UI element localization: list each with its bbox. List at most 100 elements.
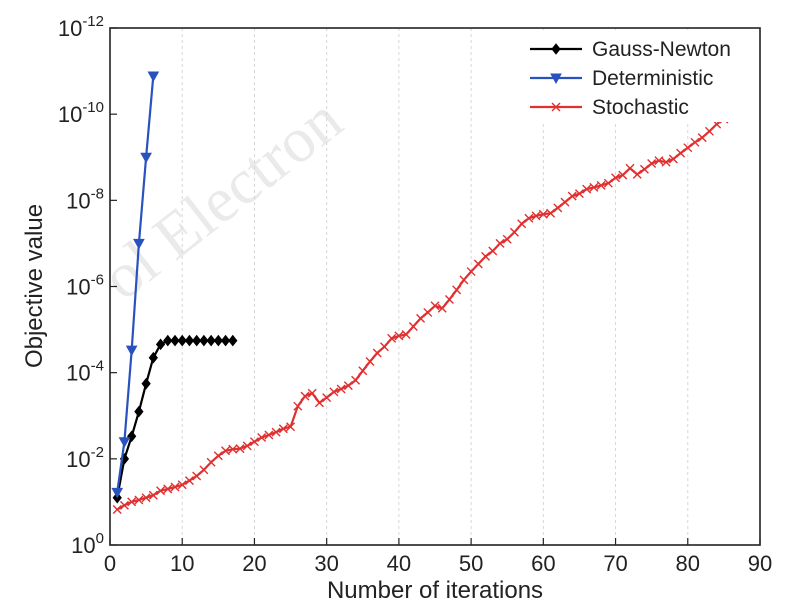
data-point <box>343 381 353 391</box>
data-point <box>307 388 317 398</box>
x-tick-label: 30 <box>314 551 338 576</box>
y-tick-label: 10-2 <box>66 444 104 472</box>
data-point-stroke <box>228 444 238 454</box>
data-point <box>213 334 223 347</box>
data-point-stroke <box>488 246 498 256</box>
x-tick-label: 90 <box>748 551 772 576</box>
data-point-stroke <box>452 285 462 295</box>
series-layer <box>111 71 736 514</box>
data-point-stroke <box>704 126 714 136</box>
data-point <box>401 329 411 339</box>
data-point <box>293 401 303 411</box>
data-point <box>192 334 202 347</box>
data-point-stroke <box>221 446 231 456</box>
data-point <box>264 430 274 440</box>
data-point-stroke <box>690 137 700 147</box>
data-point <box>336 384 346 394</box>
data-point-stroke <box>524 213 534 223</box>
x-tick-labels: 0 10 20 30 40 50 60 70 80 90 <box>104 538 772 576</box>
data-point-stroke <box>242 441 252 451</box>
x-tick-label: 0 <box>104 551 116 576</box>
data-point-stroke <box>567 191 577 201</box>
data-point-stroke <box>379 342 389 352</box>
data-point <box>278 424 288 434</box>
x-tick-label: 10 <box>170 551 194 576</box>
series-stochastic <box>112 109 736 514</box>
x-tick-label: 70 <box>603 551 627 576</box>
data-point-stroke <box>271 427 281 437</box>
data-point <box>589 182 599 192</box>
data-point-stroke <box>509 227 519 237</box>
data-point <box>322 393 332 403</box>
data-point <box>134 405 144 418</box>
data-point <box>141 493 151 503</box>
data-point-stroke <box>618 170 628 180</box>
data-point-stroke <box>307 388 317 398</box>
data-point-stroke <box>437 303 447 313</box>
data-point-stroke <box>249 437 259 447</box>
data-point <box>538 209 548 219</box>
y-tick-label: 10-10 <box>58 99 104 127</box>
data-point <box>574 189 584 199</box>
data-point-stroke <box>329 387 339 397</box>
data-point-stroke <box>134 495 144 505</box>
y-tick-labels: 100 10-2 10-4 10-6 10-8 10-10 10-12 <box>58 13 117 558</box>
data-point-stroke <box>611 173 621 183</box>
data-point <box>242 441 252 451</box>
data-point-stroke <box>199 465 209 475</box>
data-point-stroke <box>423 307 433 317</box>
data-point <box>163 334 173 347</box>
data-point <box>550 73 562 85</box>
data-point <box>249 437 259 447</box>
data-point-stroke <box>481 251 491 261</box>
data-point <box>314 398 324 408</box>
data-point <box>603 178 613 188</box>
data-point <box>365 356 375 366</box>
data-point <box>560 197 570 207</box>
data-point-stroke <box>553 203 563 213</box>
data-point <box>228 334 238 347</box>
data-point-stroke <box>538 209 548 219</box>
data-point <box>206 457 216 467</box>
data-point <box>206 334 216 347</box>
data-point <box>473 259 483 269</box>
data-point <box>704 126 714 136</box>
data-point <box>155 338 166 351</box>
data-point-stroke <box>343 381 353 391</box>
data-point-stroke <box>278 424 288 434</box>
data-point <box>553 203 563 213</box>
data-point <box>611 173 621 183</box>
data-point-stroke <box>322 393 332 403</box>
data-point <box>118 437 131 448</box>
data-point-stroke <box>546 208 556 218</box>
data-point <box>661 157 671 167</box>
data-point-stroke <box>603 178 613 188</box>
data-point <box>531 211 541 221</box>
data-point <box>632 169 642 179</box>
data-point <box>618 170 628 180</box>
legend: Gauss-Newton Deterministic Stochastic <box>522 30 758 122</box>
data-point-stroke <box>401 329 411 339</box>
data-point <box>177 334 187 347</box>
data-point <box>582 184 592 194</box>
data-point-stroke <box>551 102 561 112</box>
legend-entry-gauss-newton: Gauss-Newton <box>530 38 731 61</box>
data-point <box>372 348 382 358</box>
data-point <box>430 301 440 311</box>
data-point <box>111 487 124 499</box>
x-tick-label: 60 <box>531 551 555 576</box>
y-tick-label: 10-4 <box>66 358 104 386</box>
series-line <box>116 75 155 493</box>
data-point-stroke <box>574 189 584 199</box>
data-point-stroke <box>647 159 657 169</box>
data-point <box>156 486 166 496</box>
data-point <box>148 351 158 364</box>
data-point <box>459 275 469 285</box>
data-point-stroke <box>336 384 346 394</box>
data-point <box>481 251 491 261</box>
data-point-stroke <box>625 163 635 173</box>
data-point <box>551 43 561 55</box>
data-point-stroke <box>582 184 592 194</box>
data-point-stroke <box>495 238 505 248</box>
data-point <box>163 484 173 494</box>
